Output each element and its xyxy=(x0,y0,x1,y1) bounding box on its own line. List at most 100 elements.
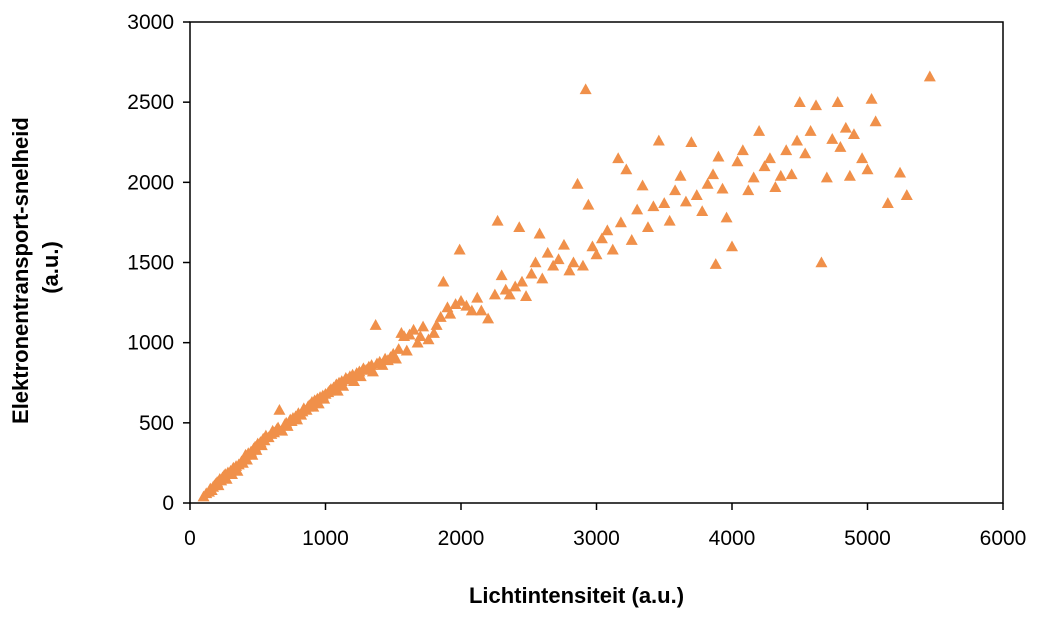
data-point-triangle xyxy=(513,221,526,233)
axis-ticks: 0 1000 2000 3000 4000 5000 6000 0 500 1000 1500 200… xyxy=(127,11,1026,550)
data-point-triangle xyxy=(810,99,823,111)
x-tick-label: 5000 xyxy=(844,527,891,550)
data-point-triangle xyxy=(536,272,549,284)
data-point-triangle xyxy=(780,144,793,156)
data-point-triangle xyxy=(763,152,776,164)
data-point-triangle xyxy=(427,327,440,338)
data-point-triangle xyxy=(547,259,560,271)
y-tick-label: 1500 xyxy=(127,252,174,275)
data-point-triangle xyxy=(747,171,760,183)
x-tick-label: 1000 xyxy=(302,527,349,550)
data-point-triangle xyxy=(557,238,570,250)
data-point-triangle xyxy=(769,181,782,192)
data-point-triangle xyxy=(392,343,405,354)
data-point-triangle xyxy=(601,224,614,236)
data-point-triangle xyxy=(658,197,671,208)
data-point-triangle xyxy=(567,256,580,268)
data-point-triangle xyxy=(465,304,478,316)
data-point-triangle xyxy=(625,234,638,245)
data-point-triangle xyxy=(720,211,733,223)
data-point-triangle xyxy=(400,344,413,356)
data-point-triangle xyxy=(576,259,589,271)
y-tick-label: 500 xyxy=(139,412,174,435)
data-point-triangle xyxy=(753,125,766,136)
data-point-triangle xyxy=(520,290,533,301)
data-point-triangle xyxy=(417,320,430,332)
data-point-triangle xyxy=(785,168,798,180)
data-point-triangle xyxy=(455,294,467,306)
data-point-triangle xyxy=(674,169,687,181)
x-tick-label: 3000 xyxy=(573,527,620,550)
data-point-triangle xyxy=(515,275,528,287)
x-axis-title: Lichtintensiteit (a.u.) xyxy=(469,583,684,608)
data-point-triangle xyxy=(690,189,703,200)
data-point-triangle xyxy=(444,307,457,319)
data-point-triangle xyxy=(337,379,350,391)
data-point-triangle xyxy=(669,184,682,196)
data-point-triangle xyxy=(471,291,484,303)
data-point-triangle xyxy=(865,92,878,104)
y-axis-title: Elektronentransport-snelheid (a.u.) xyxy=(8,111,63,424)
data-point-triangle xyxy=(552,253,565,265)
data-point-triangle xyxy=(533,227,546,239)
data-point-triangle xyxy=(881,197,894,208)
data-point-triangle xyxy=(422,333,435,345)
data-point-triangle xyxy=(815,256,828,268)
data-point-triangle xyxy=(475,304,488,316)
data-points xyxy=(197,70,936,502)
y-tick-label: 3000 xyxy=(127,11,174,34)
data-point-triangle xyxy=(716,182,729,194)
data-point-triangle xyxy=(652,134,665,146)
data-point-triangle xyxy=(923,70,936,82)
data-point-triangle xyxy=(354,370,367,382)
data-point-triangle xyxy=(631,203,644,215)
y-axis-title-line-2: (a.u.) xyxy=(38,241,63,294)
data-point-triangle xyxy=(861,163,874,175)
data-point-triangle xyxy=(900,189,913,200)
data-point-triangle xyxy=(726,240,738,252)
y-tick-label: 1000 xyxy=(127,332,174,355)
data-point-triangle xyxy=(595,232,608,244)
data-point-triangle xyxy=(712,150,725,162)
x-tick-label: 4000 xyxy=(709,527,756,550)
data-point-triangle xyxy=(590,248,603,260)
data-point-triangle xyxy=(847,128,860,140)
y-tick-label: 2000 xyxy=(127,171,174,194)
data-point-triangle xyxy=(696,205,709,216)
data-point-triangle xyxy=(369,319,382,330)
x-tick-label: 0 xyxy=(184,527,196,550)
data-point-triangle xyxy=(430,319,443,330)
data-point-triangle xyxy=(231,464,244,476)
data-point-triangle xyxy=(488,288,501,300)
data-point-triangle xyxy=(843,169,856,181)
data-point-triangle xyxy=(804,125,817,136)
data-point-triangle xyxy=(820,171,833,183)
data-point-triangle xyxy=(636,179,649,191)
data-point-triangle xyxy=(620,163,633,175)
data-point-triangle xyxy=(453,243,466,255)
data-point-triangle xyxy=(579,83,592,95)
data-point-triangle xyxy=(529,256,542,268)
data-point-triangle xyxy=(834,141,847,152)
data-point-triangle xyxy=(612,152,625,164)
data-point-triangle xyxy=(731,155,744,167)
data-point-triangle xyxy=(449,298,462,309)
data-point-triangle xyxy=(791,134,804,146)
x-tick-label: 6000 xyxy=(980,527,1027,550)
data-point-triangle xyxy=(307,400,320,412)
data-point-triangle xyxy=(389,352,402,364)
y-axis-title-line-1: Elektronentransport-snelheid xyxy=(8,117,33,424)
data-point-triangle xyxy=(736,144,749,156)
plot-area-frame xyxy=(189,21,1004,504)
data-point-triangle xyxy=(491,214,504,226)
data-point-triangle xyxy=(606,243,619,255)
data-point-triangle xyxy=(799,147,812,159)
data-point-triangle xyxy=(347,375,360,386)
data-point-triangle xyxy=(563,264,576,276)
data-point-triangle xyxy=(707,168,720,180)
data-point-triangle xyxy=(742,184,755,196)
data-point-triangle xyxy=(647,200,660,212)
data-point-triangle xyxy=(571,177,584,189)
data-point-triangle xyxy=(582,198,595,210)
